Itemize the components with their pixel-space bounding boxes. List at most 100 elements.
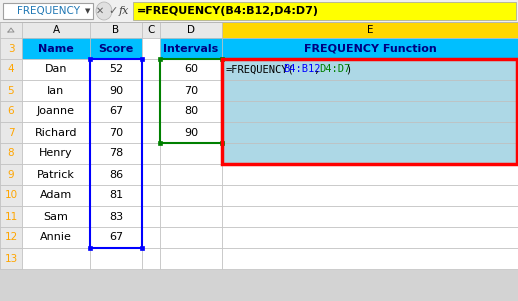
Bar xyxy=(0,122,22,143)
Bar xyxy=(0,22,22,38)
Text: 7: 7 xyxy=(8,128,15,138)
Text: B: B xyxy=(112,25,120,35)
Text: 80: 80 xyxy=(184,107,198,116)
Bar xyxy=(90,143,142,164)
Bar xyxy=(22,59,90,80)
Text: ): ) xyxy=(346,64,352,75)
Text: Joanne: Joanne xyxy=(37,107,75,116)
Bar xyxy=(0,164,22,185)
Bar xyxy=(90,122,142,143)
Text: Sam: Sam xyxy=(44,212,68,222)
Text: 52: 52 xyxy=(109,64,123,75)
Bar xyxy=(222,59,517,164)
Bar xyxy=(160,122,222,143)
Bar xyxy=(140,57,144,61)
Text: Richard: Richard xyxy=(35,128,77,138)
Text: 70: 70 xyxy=(184,85,198,95)
Text: Score: Score xyxy=(98,44,134,54)
Text: ✓: ✓ xyxy=(108,6,118,16)
Bar xyxy=(222,59,518,80)
Bar xyxy=(160,206,222,227)
Bar xyxy=(22,122,90,143)
Text: 78: 78 xyxy=(109,148,123,159)
Text: Annie: Annie xyxy=(40,232,72,243)
Bar xyxy=(222,38,518,59)
Bar xyxy=(220,141,224,145)
Bar xyxy=(142,22,160,38)
Text: D4:D7: D4:D7 xyxy=(320,64,351,75)
Bar xyxy=(222,80,518,101)
Bar xyxy=(22,80,90,101)
Text: 8: 8 xyxy=(8,148,15,159)
Bar xyxy=(142,143,160,164)
Bar xyxy=(142,227,160,248)
Text: A: A xyxy=(52,25,60,35)
Text: FREQUENCY Function: FREQUENCY Function xyxy=(304,44,436,54)
Bar xyxy=(22,185,90,206)
Text: 81: 81 xyxy=(109,191,123,200)
Text: C: C xyxy=(147,25,155,35)
Bar xyxy=(3,3,93,19)
Text: 90: 90 xyxy=(184,128,198,138)
Text: Intervals: Intervals xyxy=(163,44,219,54)
Bar xyxy=(90,227,142,248)
Bar xyxy=(0,38,22,59)
Ellipse shape xyxy=(96,2,112,20)
Bar xyxy=(158,57,162,61)
Bar xyxy=(222,122,518,143)
Bar xyxy=(142,164,160,185)
Bar xyxy=(160,38,222,59)
Bar xyxy=(222,22,518,38)
Bar xyxy=(222,185,518,206)
Bar xyxy=(158,141,162,145)
Bar xyxy=(22,38,90,59)
Bar xyxy=(0,206,22,227)
Bar xyxy=(90,185,142,206)
Text: =FREQUENCY(: =FREQUENCY( xyxy=(226,64,295,75)
Bar xyxy=(88,246,92,250)
Bar xyxy=(220,57,224,61)
Bar xyxy=(0,143,22,164)
Bar xyxy=(160,80,222,101)
Text: fx: fx xyxy=(119,6,129,16)
Text: 6: 6 xyxy=(8,107,15,116)
Bar xyxy=(160,248,222,269)
Bar xyxy=(142,38,160,59)
Text: 9: 9 xyxy=(8,169,15,179)
Text: 12: 12 xyxy=(4,232,18,243)
Bar xyxy=(160,59,222,143)
Bar xyxy=(142,80,160,101)
Text: 70: 70 xyxy=(109,128,123,138)
Text: ✕: ✕ xyxy=(96,6,104,16)
Bar xyxy=(22,227,90,248)
Bar xyxy=(90,101,142,122)
Bar xyxy=(90,164,142,185)
Bar xyxy=(140,246,144,250)
Text: 86: 86 xyxy=(109,169,123,179)
Bar xyxy=(133,2,516,20)
Bar xyxy=(222,248,518,269)
Bar xyxy=(222,143,518,164)
Text: Patrick: Patrick xyxy=(37,169,75,179)
Text: 11: 11 xyxy=(4,212,18,222)
Text: FREQUENCY: FREQUENCY xyxy=(17,6,79,16)
Bar xyxy=(222,164,518,185)
Text: ▼: ▼ xyxy=(85,8,91,14)
Bar xyxy=(142,122,160,143)
Bar xyxy=(22,22,90,38)
Bar xyxy=(0,101,22,122)
Bar xyxy=(0,59,22,80)
Bar xyxy=(22,143,90,164)
Bar xyxy=(160,227,222,248)
Bar xyxy=(222,206,518,227)
Bar xyxy=(160,59,222,80)
Text: Ian: Ian xyxy=(47,85,65,95)
Bar xyxy=(142,185,160,206)
Bar xyxy=(22,206,90,227)
Text: 90: 90 xyxy=(109,85,123,95)
Text: 13: 13 xyxy=(4,253,18,263)
Bar xyxy=(0,0,518,22)
Bar xyxy=(0,80,22,101)
Bar xyxy=(90,59,142,80)
Text: D: D xyxy=(187,25,195,35)
